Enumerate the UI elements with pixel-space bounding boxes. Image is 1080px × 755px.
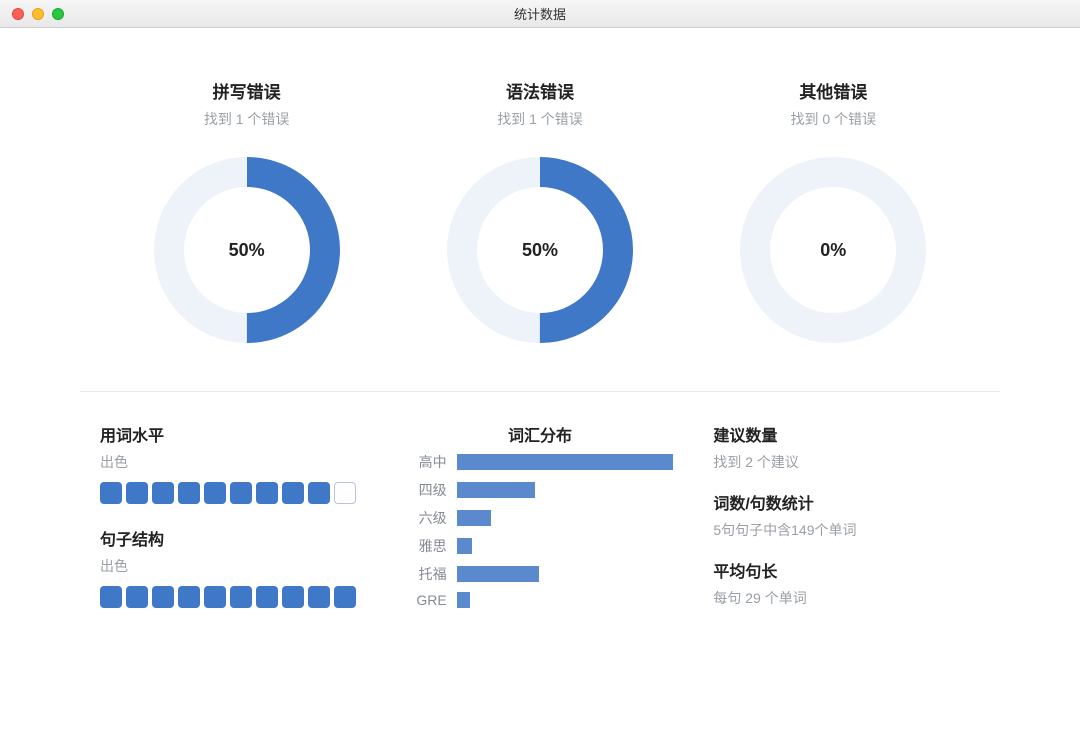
vocab-bar-label: 四级 <box>407 480 447 500</box>
vocab-bar-row-3: 雅思 <box>407 536 674 556</box>
vocab-bar-fill <box>457 592 470 608</box>
donut-charts-row: 拼写错误找到 1 个错误 50% 语法错误找到 1 个错误 50% 其他错误找到 0 个… <box>40 58 1040 385</box>
rating-box <box>126 482 148 504</box>
rating-box <box>256 482 278 504</box>
vocab-bar-track <box>457 454 674 470</box>
vocab-title: 词汇分布 <box>407 422 674 446</box>
donut-title: 语法错误 <box>506 78 574 103</box>
rating-level-1: 出色 <box>100 556 367 576</box>
vocab-bar-fill <box>457 510 492 526</box>
rating-box <box>230 482 252 504</box>
vocab-bar-row-1: 四级 <box>407 480 674 500</box>
donut-title: 其他错误 <box>799 78 867 103</box>
donut-title: 拼写错误 <box>213 78 281 103</box>
rating-box <box>282 586 304 608</box>
vocab-bar-row-5: GRE <box>407 592 674 608</box>
stat-title: 建议数量 <box>713 422 980 446</box>
rating-box <box>152 482 174 504</box>
rating-box <box>334 586 356 608</box>
vocab-bar-track <box>457 538 674 554</box>
stat-text: 5句句子中含149个单词 <box>713 520 980 540</box>
section-divider <box>80 391 1000 392</box>
rating-box <box>282 482 304 504</box>
donut-subtitle: 找到 1 个错误 <box>497 109 583 129</box>
vocab-bar-track <box>457 482 674 498</box>
vocab-bar-label: 高中 <box>407 452 447 472</box>
stat-block-1: 词数/句数统计 5句句子中含149个单词 <box>713 490 980 540</box>
vocab-bar-row-0: 高中 <box>407 452 674 472</box>
ratings-column: 用词水平出色句子结构出色 <box>100 422 367 630</box>
vocab-bar-fill <box>457 538 472 554</box>
vocab-bars: 高中四级六级雅思托福 GRE <box>407 452 674 608</box>
vocab-bar-fill <box>457 482 535 498</box>
donut-wrap: 0% <box>738 155 928 345</box>
rating-box <box>100 586 122 608</box>
rating-box <box>126 586 148 608</box>
mac-titlebar: 统计数据 <box>0 0 1080 28</box>
donut-chart-2: 其他错误找到 0 个错误 0% <box>693 78 973 345</box>
stat-title: 平均句长 <box>713 558 980 582</box>
donut-subtitle: 找到 1 个错误 <box>204 109 290 129</box>
stats-column: 建议数量找到 2 个建议词数/句数统计 5句句子中含149个单词平均句长每句 29… <box>713 422 980 630</box>
donut-subtitle: 找到 0 个错误 <box>791 109 877 129</box>
vocab-column: 词汇分布 高中四级六级雅思托福 GRE <box>407 422 674 630</box>
rating-boxes-0 <box>100 482 367 504</box>
vocab-bar-track <box>457 510 674 526</box>
vocab-bar-fill <box>457 566 539 582</box>
main-content: 拼写错误找到 1 个错误 50% 语法错误找到 1 个错误 50% 其他错误找到 0 个… <box>0 28 1080 650</box>
stat-block-0: 建议数量找到 2 个建议 <box>713 422 980 472</box>
vocab-bar-label: 托福 <box>407 564 447 584</box>
rating-box <box>256 586 278 608</box>
rating-level-0: 出色 <box>100 452 367 472</box>
rating-box <box>178 586 200 608</box>
stat-text: 找到 2 个建议 <box>713 452 980 472</box>
donut-wrap: 50% <box>152 155 342 345</box>
vocab-bar-track <box>457 592 674 608</box>
stat-title: 词数/句数统计 <box>713 490 980 514</box>
donut-chart-0: 拼写错误找到 1 个错误 50% <box>107 78 387 345</box>
donut-percent: 0% <box>738 155 928 345</box>
window-title: 统计数据 <box>0 4 1080 23</box>
vocab-bar-label: 六级 <box>407 508 447 528</box>
vocab-bar-row-4: 托福 <box>407 564 674 584</box>
vocab-bar-track <box>457 566 674 582</box>
donut-wrap: 50% <box>445 155 635 345</box>
stat-text: 每句 29 个单词 <box>713 588 980 608</box>
rating-box <box>230 586 252 608</box>
bottom-section: 用词水平出色句子结构出色 词汇分布 高中四级六级雅思托福GRE 建议数量找到 2… <box>40 422 1040 630</box>
rating-box <box>100 482 122 504</box>
donut-chart-1: 语法错误找到 1 个错误 50% <box>400 78 680 345</box>
donut-percent: 50% <box>445 155 635 345</box>
rating-box <box>308 482 330 504</box>
vocab-bar-label: GRE <box>407 592 447 608</box>
vocab-bar-label: 雅思 <box>407 536 447 556</box>
rating-title-1: 句子结构 <box>100 526 367 550</box>
donut-percent: 50% <box>152 155 342 345</box>
rating-box <box>334 482 356 504</box>
rating-boxes-1 <box>100 586 367 608</box>
rating-box <box>152 586 174 608</box>
stat-block-2: 平均句长每句 29 个单词 <box>713 558 980 608</box>
rating-box <box>178 482 200 504</box>
vocab-bar-fill <box>457 454 674 470</box>
rating-title-0: 用词水平 <box>100 422 367 446</box>
rating-box <box>204 586 226 608</box>
vocab-bar-row-2: 六级 <box>407 508 674 528</box>
rating-box <box>308 586 330 608</box>
rating-box <box>204 482 226 504</box>
